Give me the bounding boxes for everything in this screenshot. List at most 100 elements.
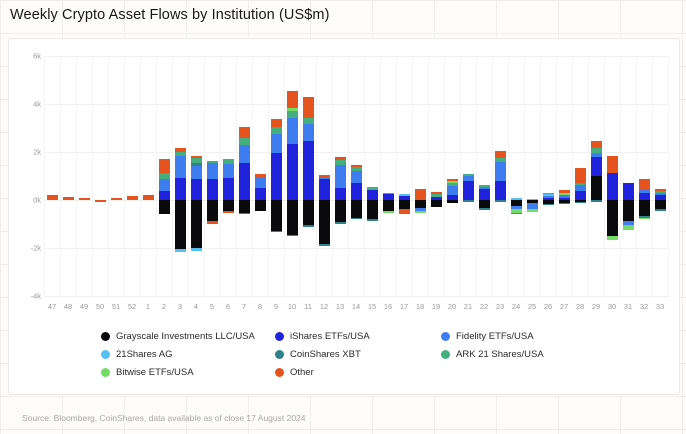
bar-segment[interactable]	[382, 194, 394, 200]
bar-segment[interactable]	[222, 164, 234, 178]
bar-segment[interactable]	[158, 173, 170, 179]
bar-segment[interactable]	[510, 197, 522, 200]
bar-segment[interactable]	[654, 209, 666, 212]
bar-segment[interactable]	[318, 176, 330, 180]
bar-segment[interactable]	[222, 177, 234, 200]
bar-segment[interactable]	[238, 127, 250, 139]
bar-segment[interactable]	[254, 177, 266, 188]
bar-segment[interactable]	[206, 160, 218, 164]
legend-item[interactable]: Other	[275, 367, 314, 378]
bar-segment[interactable]	[286, 110, 298, 118]
bar-segment[interactable]	[158, 191, 170, 200]
bar-segment[interactable]	[638, 200, 650, 217]
bar-segment[interactable]	[318, 179, 330, 200]
bar-segment[interactable]	[494, 151, 506, 158]
bar-segment[interactable]	[638, 216, 650, 218]
bar-segment[interactable]	[574, 191, 586, 200]
bar-segment[interactable]	[430, 192, 442, 195]
bar-segment[interactable]	[462, 200, 474, 202]
bar-segment[interactable]	[334, 222, 346, 224]
bar-segment[interactable]	[510, 209, 522, 213]
bar-segment[interactable]	[398, 194, 410, 196]
bar-segment[interactable]	[270, 230, 282, 233]
bar-segment[interactable]	[190, 155, 202, 159]
bar-segment[interactable]	[558, 193, 570, 195]
bar-segment[interactable]	[462, 181, 474, 200]
bar-segment[interactable]	[206, 200, 218, 222]
bar-segment[interactable]	[606, 200, 618, 236]
bar-segment[interactable]	[174, 177, 186, 200]
bar-segment[interactable]	[654, 192, 666, 196]
bar-segment[interactable]	[206, 163, 218, 179]
legend-item[interactable]: CoinShares XBT	[275, 349, 361, 360]
bar-segment[interactable]	[302, 200, 314, 226]
bar-segment[interactable]	[606, 156, 618, 173]
bar-segment[interactable]	[334, 164, 346, 188]
bar-segment[interactable]	[526, 200, 538, 203]
bar-segment[interactable]	[302, 124, 314, 142]
bar-segment[interactable]	[142, 195, 154, 200]
bar-segment[interactable]	[174, 249, 186, 252]
bar-segment[interactable]	[62, 197, 74, 200]
bar-segment[interactable]	[574, 201, 586, 203]
bar-segment[interactable]	[238, 138, 250, 146]
bar-segment[interactable]	[414, 200, 426, 208]
bar-segment[interactable]	[494, 200, 506, 202]
legend-item[interactable]: Bitwise ETFs/USA	[101, 367, 194, 378]
bar-segment[interactable]	[350, 171, 362, 183]
bar-segment[interactable]	[542, 200, 554, 204]
legend-item[interactable]: ARK 21 Shares/USA	[441, 349, 544, 360]
bar-segment[interactable]	[366, 200, 378, 220]
bar-segment[interactable]	[286, 117, 298, 145]
bar-segment[interactable]	[590, 141, 602, 149]
legend-item[interactable]: iShares ETFs/USA	[275, 331, 370, 342]
bar-segment[interactable]	[622, 225, 634, 230]
bar-segment[interactable]	[510, 212, 522, 215]
bar-segment[interactable]	[206, 221, 218, 224]
bar-segment[interactable]	[158, 200, 170, 214]
bar-segment[interactable]	[558, 190, 570, 194]
bar-segment[interactable]	[78, 198, 90, 200]
bar-segment[interactable]	[558, 202, 570, 205]
bar-segment[interactable]	[622, 221, 634, 226]
bar-segment[interactable]	[478, 187, 490, 190]
bar-segment[interactable]	[366, 189, 378, 200]
bar-segment[interactable]	[446, 179, 458, 182]
bar-segment[interactable]	[574, 200, 586, 202]
bar-segment[interactable]	[606, 236, 618, 241]
bar-segment[interactable]	[446, 194, 458, 200]
bar-segment[interactable]	[190, 247, 202, 251]
bar-segment[interactable]	[398, 209, 410, 215]
bar-segment[interactable]	[526, 202, 538, 209]
bar-segment[interactable]	[94, 200, 106, 202]
bar-segment[interactable]	[414, 189, 426, 200]
bar-segment[interactable]	[398, 200, 410, 210]
bar-segment[interactable]	[270, 118, 282, 127]
bar-segment[interactable]	[238, 200, 250, 213]
bar-segment[interactable]	[622, 200, 634, 222]
bar-segment[interactable]	[158, 178, 170, 192]
bar-segment[interactable]	[190, 179, 202, 200]
bar-segment[interactable]	[478, 200, 490, 208]
bar-segment[interactable]	[302, 97, 314, 118]
bar-segment[interactable]	[126, 196, 138, 200]
bar-segment[interactable]	[190, 200, 202, 248]
bar-segment[interactable]	[302, 225, 314, 227]
bar-segment[interactable]	[494, 181, 506, 200]
bar-segment[interactable]	[254, 173, 266, 178]
bar-segment[interactable]	[190, 162, 202, 166]
bar-segment[interactable]	[414, 210, 426, 213]
bar-segment[interactable]	[318, 174, 330, 177]
bar-segment[interactable]	[510, 206, 522, 210]
bar-segment[interactable]	[558, 194, 570, 198]
bar-segment[interactable]	[302, 117, 314, 125]
bar-segment[interactable]	[654, 195, 666, 200]
bar-segment[interactable]	[350, 182, 362, 200]
legend-item[interactable]: 21Shares AG	[101, 349, 173, 360]
bar-segment[interactable]	[222, 159, 234, 165]
bar-segment[interactable]	[446, 186, 458, 195]
bar-segment[interactable]	[366, 219, 378, 221]
bar-segment[interactable]	[382, 192, 394, 195]
bar-segment[interactable]	[286, 144, 298, 200]
bar-segment[interactable]	[542, 194, 554, 196]
